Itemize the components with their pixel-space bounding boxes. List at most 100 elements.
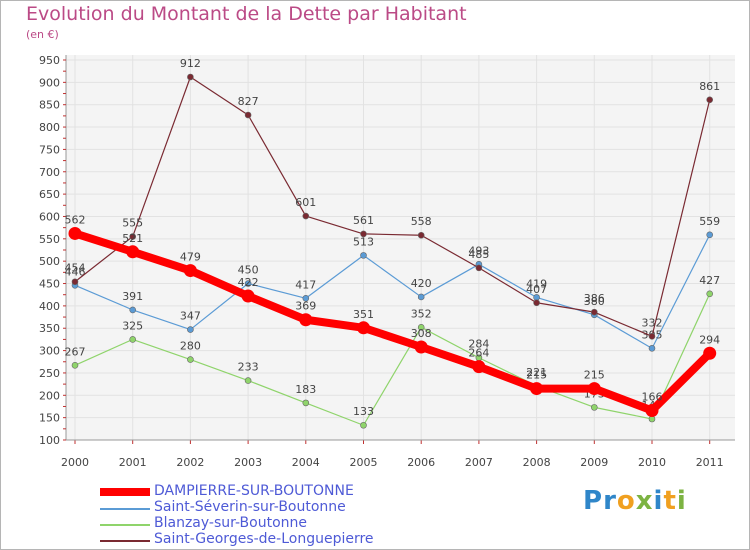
data-point <box>587 382 601 396</box>
data-label: 427 <box>699 274 720 287</box>
data-point <box>187 356 194 363</box>
plot-area <box>66 55 735 440</box>
data-label: 369 <box>295 300 316 313</box>
legend-label: Saint-Georges-de-Longuepierre <box>154 531 374 547</box>
y-tick-label: 450 <box>39 278 60 291</box>
data-label: 284 <box>468 338 489 351</box>
data-point <box>533 299 540 307</box>
y-tick-label: 550 <box>39 233 60 246</box>
data-label: 450 <box>238 264 259 277</box>
logo-letter: i <box>676 486 687 516</box>
data-point <box>244 280 252 287</box>
data-point <box>706 290 714 298</box>
data-label: 485 <box>468 248 489 261</box>
y-tick-label: 600 <box>39 210 60 223</box>
data-label: 264 <box>468 347 489 360</box>
data-point <box>703 346 717 360</box>
data-point <box>129 336 136 343</box>
legend-label: Saint-Séverin-sur-Boutonne <box>154 499 346 515</box>
series-line <box>74 234 711 349</box>
logo-letter: x <box>635 486 654 516</box>
legend-label: DAMPIERRE-SUR-BOUTONNE <box>154 483 354 499</box>
data-point <box>187 73 194 81</box>
legend-swatch <box>100 540 150 542</box>
data-label: 493 <box>468 244 489 257</box>
x-tick-label: 2006 <box>407 456 435 469</box>
y-tick-label: 900 <box>39 76 60 89</box>
data-point <box>648 345 656 352</box>
data-point <box>472 360 486 374</box>
logo-letter: r <box>603 486 617 516</box>
series-line <box>71 229 714 415</box>
data-label: 562 <box>65 213 86 226</box>
data-point <box>417 293 425 301</box>
logo-letter: i <box>653 486 664 516</box>
data-point <box>302 212 310 220</box>
chart-title: Evolution du Montant de la Dette par Hab… <box>26 3 467 25</box>
data-label: 347 <box>180 310 201 323</box>
x-tick-label: 2009 <box>580 456 608 469</box>
data-label: 166 <box>642 390 663 403</box>
data-point <box>706 231 714 239</box>
data-point <box>417 231 425 239</box>
data-point <box>299 313 313 327</box>
data-point <box>126 245 140 259</box>
y-tick-label: 850 <box>39 99 60 112</box>
y-tick-label: 350 <box>39 322 60 335</box>
y-tick-label: 800 <box>39 121 60 134</box>
data-label: 215 <box>584 369 605 382</box>
data-point <box>414 340 428 354</box>
data-point <box>530 382 544 396</box>
data-label: 561 <box>353 214 374 227</box>
data-point <box>71 362 79 369</box>
data-label: 417 <box>295 278 316 291</box>
data-label: 407 <box>526 283 547 296</box>
data-point <box>590 404 598 411</box>
data-label: 420 <box>411 277 432 290</box>
logo-letter: P <box>583 486 604 516</box>
x-tick-label: 2003 <box>234 456 262 469</box>
x-tick-label: 2008 <box>523 456 551 469</box>
data-label: 308 <box>411 327 432 340</box>
data-label: 422 <box>238 276 259 289</box>
data-point <box>360 230 367 238</box>
legend-swatch <box>100 488 150 496</box>
y-tick-label: 700 <box>39 166 60 179</box>
data-label: 215 <box>526 369 547 382</box>
data-point <box>244 111 252 119</box>
line-chart: 100 150 200 250 300 350 400 450 500 550 600 650 700 7… <box>39 54 735 469</box>
data-point <box>129 306 136 314</box>
x-tick-label: 2005 <box>350 456 378 469</box>
logo-letter: t <box>663 486 677 516</box>
x-tick-label: 2007 <box>465 456 493 469</box>
data-point <box>183 264 197 278</box>
data-label: 183 <box>295 383 316 396</box>
data-label: 513 <box>353 235 374 248</box>
x-tick-label: 2000 <box>61 456 89 469</box>
data-label: 446 <box>65 265 86 278</box>
data-label: 267 <box>65 345 86 358</box>
data-point <box>475 264 483 272</box>
data-label: 133 <box>353 405 374 418</box>
data-label: 861 <box>699 80 720 93</box>
y-tick-label: 950 <box>39 54 60 67</box>
data-point <box>302 294 310 302</box>
data-label: 827 <box>238 95 259 108</box>
y-tick-label: 150 <box>39 412 60 425</box>
x-tick-label: 2002 <box>176 456 204 469</box>
proxiti-logo: Proxiti <box>583 486 687 516</box>
data-label: 601 <box>295 196 316 209</box>
legend-swatch <box>100 524 150 526</box>
data-point <box>706 96 714 104</box>
data-point <box>645 403 659 417</box>
data-label: 559 <box>699 215 720 228</box>
data-point <box>241 289 255 303</box>
data-label: 380 <box>584 295 605 308</box>
y-tick-label: 400 <box>39 300 60 313</box>
data-point <box>71 278 79 286</box>
y-tick-label: 500 <box>39 255 60 268</box>
series-line <box>74 76 711 337</box>
data-label: 555 <box>122 217 143 230</box>
y-tick-label: 200 <box>39 389 60 402</box>
data-label: 479 <box>180 251 201 264</box>
